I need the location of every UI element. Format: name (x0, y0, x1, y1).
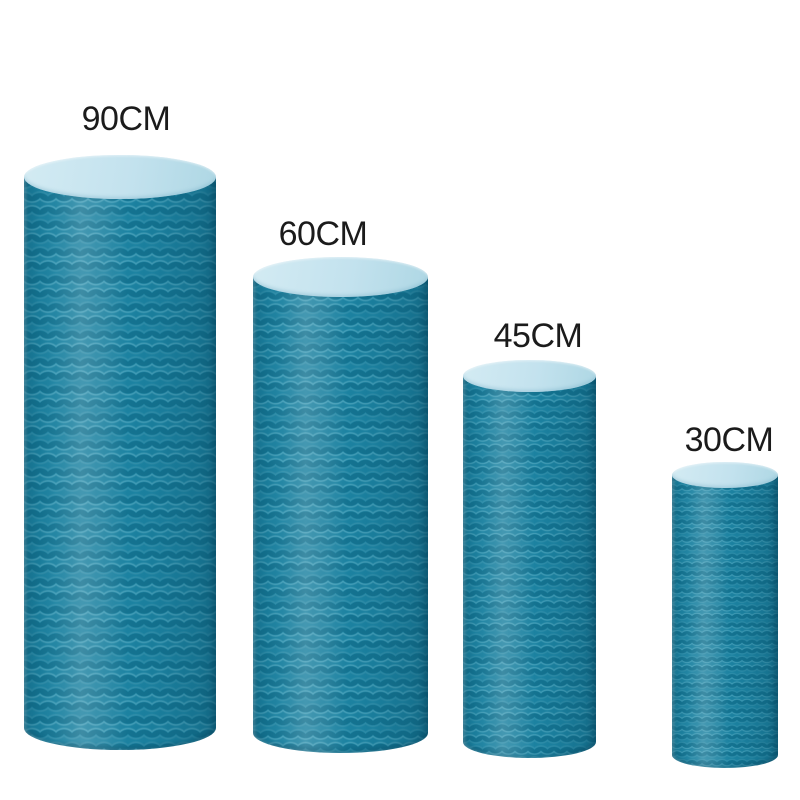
foam-roller-90cm: 90CM (24, 102, 216, 750)
roller-top-face (463, 360, 596, 392)
size-label-90cm: 90CM (81, 100, 171, 138)
foam-roller-45cm: 45CM (463, 319, 596, 758)
foam-roller-30cm: 30CM (672, 423, 778, 768)
size-label-45cm: 45CM (493, 317, 583, 355)
size-label-30cm: 30CM (684, 421, 774, 459)
roller-body (24, 177, 216, 750)
roller-body (253, 277, 428, 753)
foam-roller-60cm: 60CM (253, 217, 428, 753)
roller-top-face (24, 155, 216, 199)
roller-body (672, 475, 778, 768)
roller-top-face (672, 462, 778, 488)
roller-top-face (253, 257, 428, 297)
size-label-60cm: 60CM (278, 215, 368, 253)
roller-body (463, 376, 596, 758)
